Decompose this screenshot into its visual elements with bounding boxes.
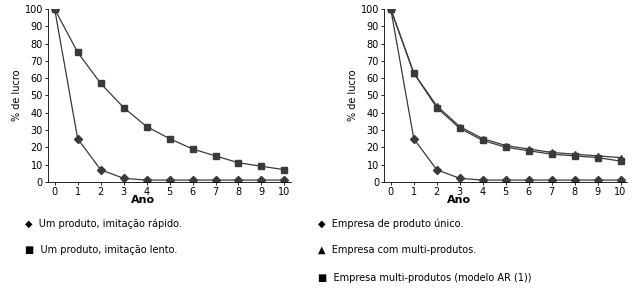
Text: ■  Um produto, imitação lento.: ■ Um produto, imitação lento. <box>25 245 178 255</box>
Text: Ano: Ano <box>447 195 471 205</box>
Text: Ano: Ano <box>131 195 155 205</box>
Y-axis label: % de lucro: % de lucro <box>348 70 358 121</box>
Text: ◆  Empresa de produto único.: ◆ Empresa de produto único. <box>318 218 464 229</box>
Text: ■  Empresa multi-produtos (modelo AR (1)): ■ Empresa multi-produtos (modelo AR (1)) <box>318 273 532 283</box>
Text: ◆  Um produto, imitação rápido.: ◆ Um produto, imitação rápido. <box>25 218 182 229</box>
Text: ▲  Empresa com multi-produtos.: ▲ Empresa com multi-produtos. <box>318 245 476 255</box>
Y-axis label: % de lucro: % de lucro <box>11 70 22 121</box>
